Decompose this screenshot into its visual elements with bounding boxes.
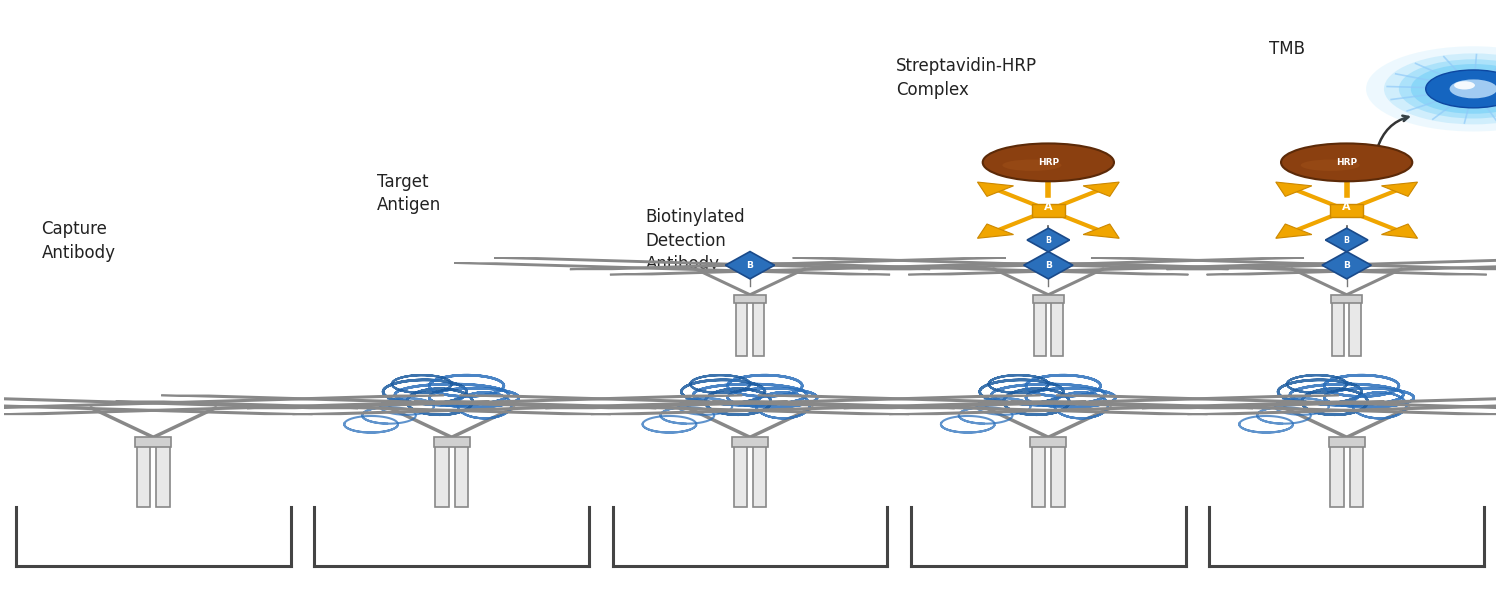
Text: B: B	[1046, 236, 1052, 245]
Bar	[433, 437, 470, 447]
Polygon shape	[1090, 258, 1500, 269]
Polygon shape	[1167, 258, 1500, 269]
Polygon shape	[248, 395, 742, 409]
Bar	[454, 442, 468, 507]
Polygon shape	[570, 258, 1005, 269]
Polygon shape	[908, 263, 1344, 275]
Polygon shape	[610, 263, 1046, 275]
Circle shape	[1425, 70, 1500, 108]
Text: TMB: TMB	[1269, 40, 1305, 58]
Polygon shape	[414, 401, 909, 415]
Polygon shape	[546, 395, 1041, 409]
Bar	[1052, 299, 1064, 356]
Bar	[753, 442, 766, 507]
Bar	[1350, 299, 1360, 356]
Polygon shape	[1083, 182, 1119, 196]
Bar	[135, 437, 171, 447]
Circle shape	[1449, 79, 1497, 98]
Text: B: B	[747, 261, 753, 270]
Polygon shape	[1382, 224, 1417, 238]
Text: HRP: HRP	[1336, 158, 1358, 167]
Circle shape	[1454, 81, 1474, 89]
Polygon shape	[843, 395, 1340, 409]
Bar	[1052, 442, 1065, 507]
Bar	[735, 299, 747, 356]
Bar	[1032, 295, 1064, 303]
Polygon shape	[753, 263, 1188, 275]
Polygon shape	[1083, 224, 1119, 238]
Polygon shape	[1188, 401, 1500, 415]
Circle shape	[1384, 53, 1500, 124]
Text: Biotinylated
Detection
Antibody: Biotinylated Detection Antibody	[645, 208, 746, 274]
Polygon shape	[978, 224, 1014, 238]
Polygon shape	[868, 258, 1304, 269]
Polygon shape	[454, 263, 890, 275]
Text: B: B	[1342, 261, 1350, 270]
Polygon shape	[495, 258, 930, 269]
FancyBboxPatch shape	[1032, 203, 1065, 217]
Bar	[1330, 295, 1362, 303]
Ellipse shape	[982, 143, 1114, 181]
Polygon shape	[1326, 228, 1368, 252]
Polygon shape	[1023, 251, 1072, 279]
Polygon shape	[712, 401, 1208, 415]
Polygon shape	[1276, 182, 1312, 196]
Polygon shape	[1382, 182, 1417, 196]
Polygon shape	[292, 401, 788, 415]
Polygon shape	[160, 395, 657, 409]
Bar	[1330, 442, 1344, 507]
FancyBboxPatch shape	[1330, 203, 1364, 217]
Polygon shape	[0, 395, 444, 409]
Bar	[753, 299, 765, 356]
Polygon shape	[792, 258, 1228, 269]
Bar	[734, 442, 747, 507]
Text: Capture
Antibody: Capture Antibody	[42, 220, 116, 262]
Polygon shape	[0, 395, 358, 409]
Polygon shape	[758, 395, 1252, 409]
Polygon shape	[1028, 228, 1069, 252]
Bar	[1030, 437, 1066, 447]
Polygon shape	[726, 251, 774, 279]
Ellipse shape	[1281, 143, 1413, 181]
Circle shape	[1400, 59, 1500, 118]
Polygon shape	[591, 401, 1086, 415]
Ellipse shape	[1300, 160, 1360, 171]
Text: A: A	[1044, 202, 1053, 212]
Text: B: B	[1344, 236, 1350, 245]
Bar	[1329, 437, 1365, 447]
Polygon shape	[890, 401, 1384, 415]
Text: HRP: HRP	[1038, 158, 1059, 167]
Polygon shape	[0, 401, 312, 415]
Polygon shape	[1142, 395, 1500, 409]
Bar	[1332, 299, 1344, 356]
Polygon shape	[116, 401, 610, 415]
Text: Target
Antigen: Target Antigen	[376, 173, 441, 214]
Ellipse shape	[1002, 160, 1062, 171]
Circle shape	[1412, 64, 1500, 114]
Bar	[156, 442, 170, 507]
Polygon shape	[1206, 263, 1500, 275]
Bar	[136, 442, 150, 507]
Text: A: A	[1342, 202, 1352, 212]
Bar	[1350, 442, 1364, 507]
Polygon shape	[1322, 251, 1371, 279]
Polygon shape	[1011, 401, 1500, 415]
Polygon shape	[978, 182, 1014, 196]
Bar	[1034, 299, 1046, 356]
Bar	[732, 437, 768, 447]
Bar	[734, 295, 766, 303]
Polygon shape	[1056, 395, 1500, 409]
Circle shape	[1366, 46, 1500, 131]
Bar	[1032, 442, 1046, 507]
Polygon shape	[1052, 263, 1486, 275]
Text: Streptavidin-HRP
Complex: Streptavidin-HRP Complex	[896, 58, 1038, 99]
Bar	[435, 442, 448, 507]
Polygon shape	[459, 395, 954, 409]
Text: B: B	[1046, 261, 1052, 270]
Polygon shape	[0, 401, 489, 415]
Polygon shape	[1276, 224, 1312, 238]
